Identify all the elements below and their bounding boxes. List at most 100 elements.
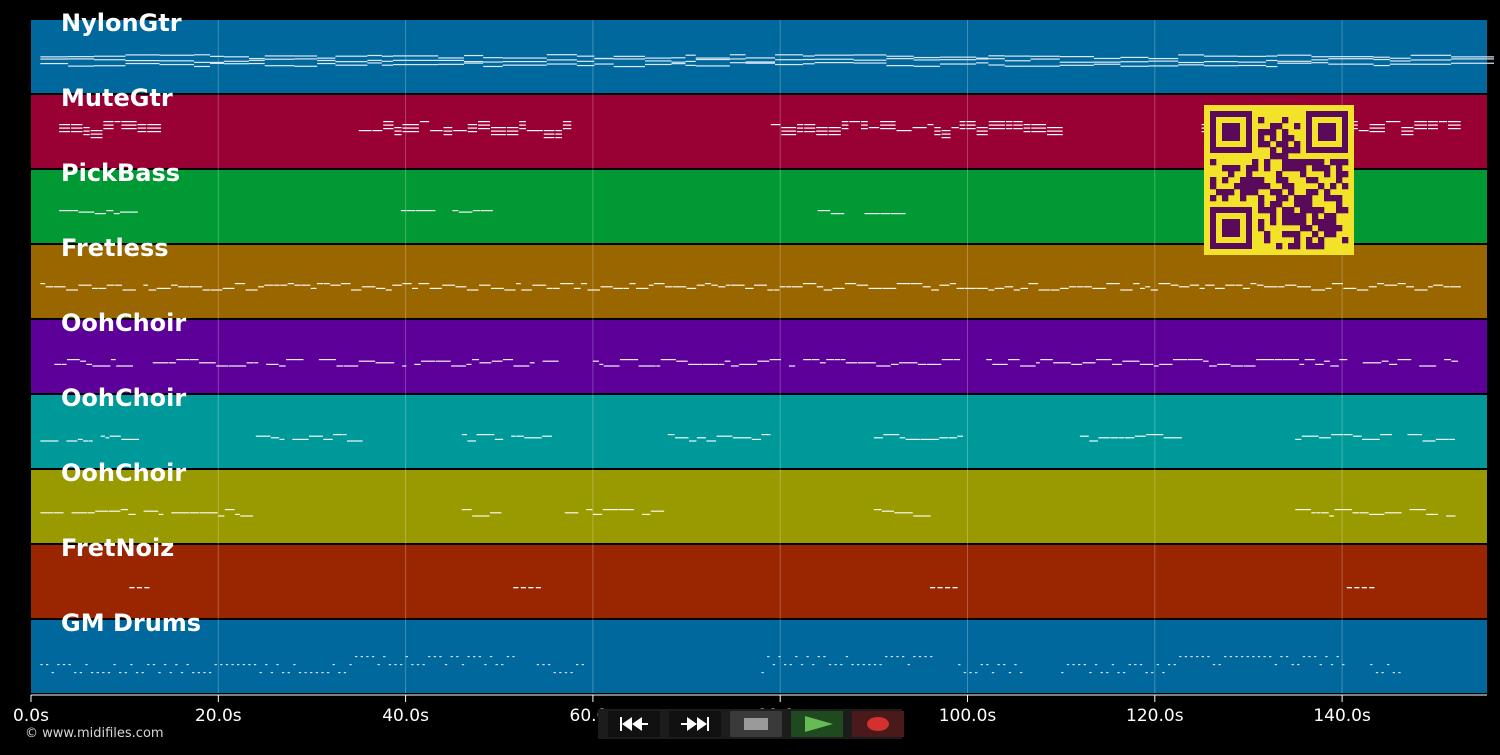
note — [443, 134, 453, 136]
note — [603, 365, 620, 367]
note — [1020, 365, 1036, 367]
note — [660, 359, 676, 361]
note — [817, 210, 831, 212]
note — [490, 134, 506, 136]
note — [1020, 287, 1028, 289]
note — [1277, 60, 1312, 62]
qr-module — [1264, 207, 1271, 214]
note — [392, 284, 402, 286]
note — [451, 365, 466, 367]
note — [1370, 664, 1373, 666]
note — [1316, 512, 1321, 514]
fast-forward-button[interactable] — [669, 711, 721, 737]
note — [1280, 656, 1283, 658]
note — [422, 664, 425, 666]
qr-module — [1264, 141, 1271, 148]
qr-module — [1306, 159, 1313, 166]
note — [59, 131, 71, 133]
note — [1422, 440, 1436, 442]
note — [194, 61, 211, 63]
note — [913, 656, 916, 658]
note — [506, 130, 519, 132]
fast-forward-icon — [681, 717, 709, 731]
note — [287, 672, 290, 674]
note — [1362, 362, 1382, 364]
stop-button[interactable] — [730, 711, 782, 737]
note — [519, 124, 526, 126]
note — [592, 513, 603, 515]
note — [100, 435, 105, 437]
qr-module — [1306, 189, 1313, 196]
track-label: FretNoiz — [61, 534, 174, 562]
note — [234, 283, 246, 285]
note — [885, 656, 888, 658]
note — [1059, 64, 1094, 66]
note — [68, 58, 95, 60]
note — [159, 63, 195, 66]
note — [789, 664, 792, 666]
note — [1266, 59, 1278, 62]
qr-module — [1240, 195, 1247, 202]
note — [1117, 672, 1120, 674]
note — [804, 131, 816, 133]
note — [91, 287, 99, 289]
note — [819, 362, 826, 364]
note — [841, 128, 849, 130]
note — [1407, 434, 1423, 436]
rewind-button[interactable] — [608, 711, 660, 737]
note — [1384, 284, 1398, 286]
qr-module — [1324, 165, 1331, 172]
qr-module — [1336, 177, 1343, 184]
note — [1204, 55, 1238, 57]
note — [864, 213, 880, 215]
note — [59, 124, 71, 126]
note — [804, 124, 816, 126]
play-button[interactable] — [791, 711, 843, 737]
track-lane — [31, 470, 1487, 543]
note — [555, 137, 562, 139]
note — [823, 289, 833, 291]
qr-module — [1288, 147, 1295, 154]
note — [367, 62, 382, 64]
note — [543, 137, 555, 139]
note — [74, 672, 77, 674]
note — [218, 515, 225, 517]
qr-module — [1336, 201, 1343, 208]
note — [849, 121, 861, 123]
track-notes — [40, 509, 1456, 517]
note — [696, 284, 705, 286]
note — [279, 365, 286, 367]
note — [40, 512, 54, 514]
note — [619, 359, 639, 361]
qr-module — [1252, 189, 1259, 196]
note — [778, 656, 781, 658]
note — [1274, 664, 1278, 666]
qr-module — [1222, 177, 1229, 184]
qr-module — [1336, 165, 1343, 172]
note — [1352, 512, 1360, 514]
note — [147, 664, 150, 666]
note — [562, 121, 572, 123]
note — [1094, 664, 1098, 666]
note — [830, 213, 845, 215]
qr-module — [1258, 117, 1265, 124]
note — [343, 365, 359, 367]
note — [478, 128, 491, 130]
note — [1083, 286, 1092, 288]
note — [512, 656, 515, 658]
qr-module — [1210, 177, 1217, 184]
note — [882, 287, 897, 289]
note — [1256, 284, 1264, 286]
note — [814, 58, 854, 60]
note — [90, 133, 103, 135]
record-button[interactable] — [852, 711, 904, 737]
note — [210, 55, 224, 57]
note — [879, 664, 882, 666]
qr-module — [1330, 225, 1337, 232]
qr-module — [1240, 177, 1247, 184]
qr-module — [1282, 165, 1289, 172]
note — [1106, 672, 1109, 674]
qr-module — [1330, 183, 1337, 190]
note — [40, 440, 59, 442]
